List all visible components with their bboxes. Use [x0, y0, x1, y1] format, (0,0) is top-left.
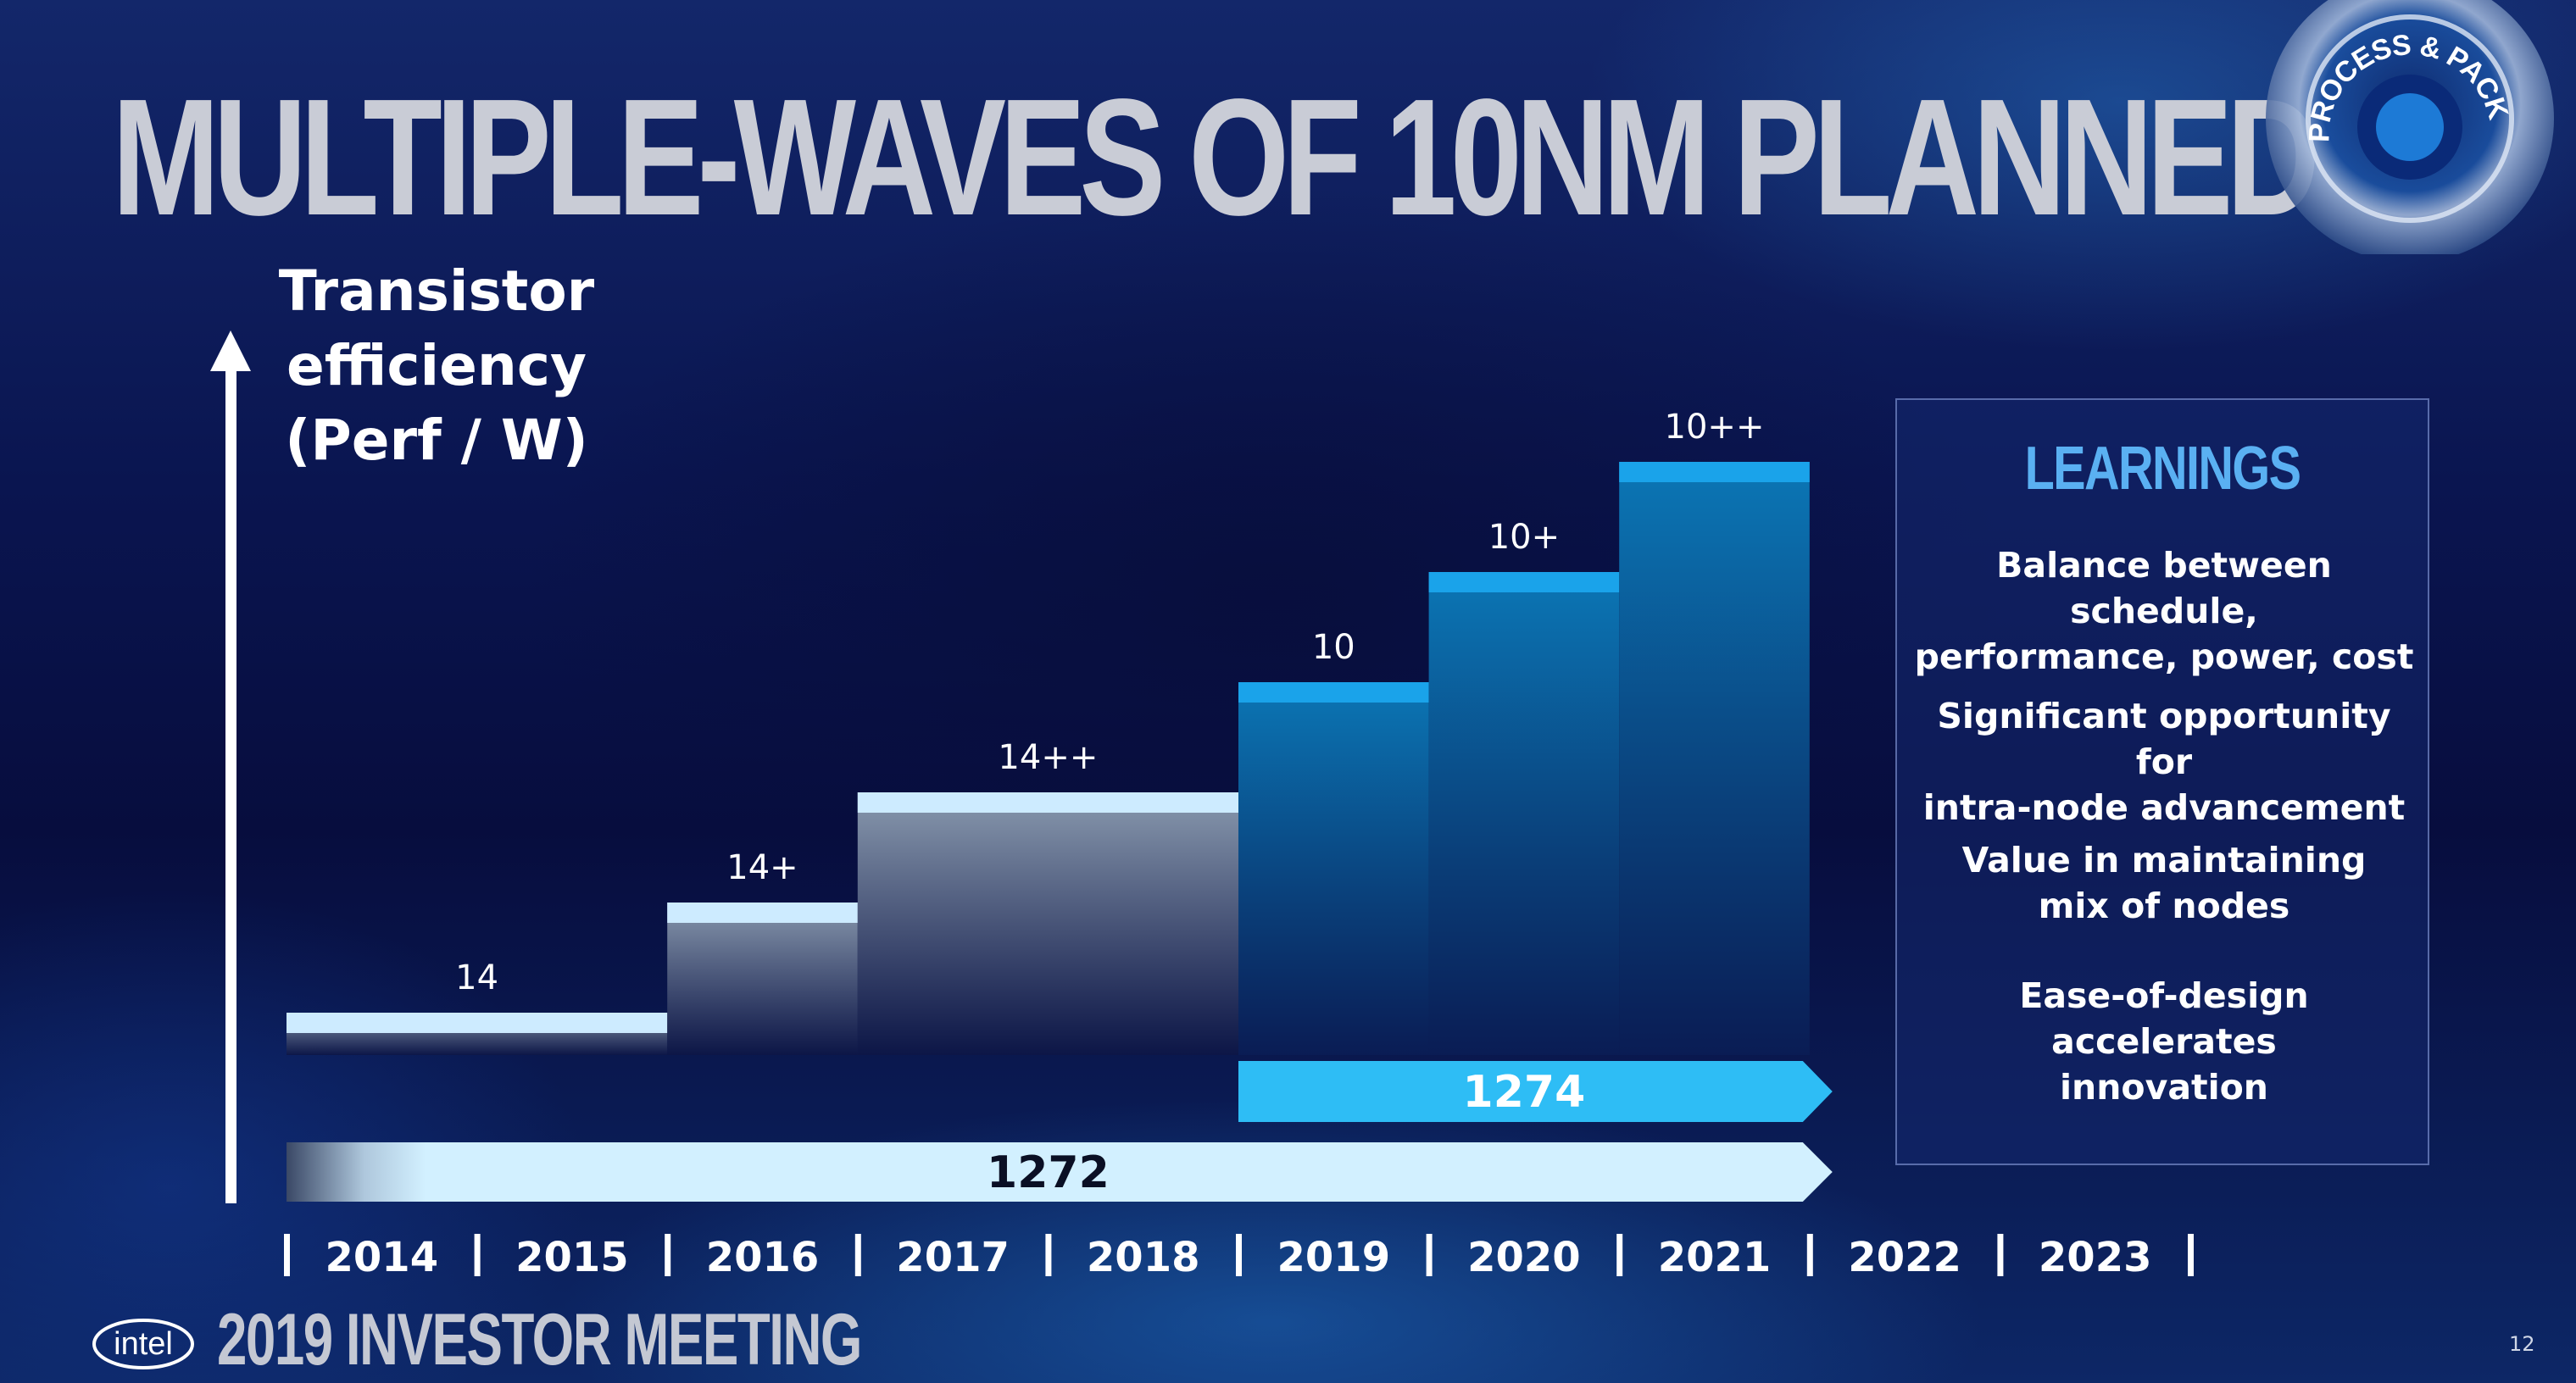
process-arrow-label: 1272 [987, 1147, 1110, 1198]
year-label: 2023 [2039, 1234, 2152, 1281]
year-tick [284, 1234, 290, 1276]
process-arrow [1238, 1061, 1833, 1122]
node-label: 14+ [726, 848, 798, 887]
learning-item-line: mix of nodes [2038, 886, 2290, 926]
year-axis: 2014 2015 2016 2017 2018 2019 2020 2021 2022 2023 [284, 1234, 2194, 1281]
year-tick [474, 1234, 481, 1276]
learning-item-line: Ease-of-design accelerates [2019, 975, 2309, 1062]
learning-item-line: Value in maintaining [1961, 840, 2367, 880]
year-tick [1426, 1234, 1433, 1276]
node-bar [667, 903, 858, 1055]
node-bar-cap [1619, 462, 1810, 482]
learning-item-line: intra-node advancement [1922, 787, 2406, 828]
event-name: 2019 INVESTOR MEETING [217, 1299, 862, 1380]
year-tick [854, 1234, 861, 1276]
intel-logo: intel [92, 1319, 194, 1369]
learnings-panel: LEARNINGS Balance between schedule, perf… [1895, 398, 2429, 1165]
node-label: 14++ [998, 738, 1098, 777]
process-arrow [287, 1142, 1833, 1202]
page-number: 12 [2509, 1332, 2535, 1356]
y-axis-arrow [210, 330, 251, 1203]
year-tick [1045, 1234, 1052, 1276]
node-bar [857, 792, 1238, 1055]
y-axis-label-line2: (Perf / W) [285, 408, 588, 473]
year-label: 2019 [1277, 1234, 1391, 1281]
node-bar [1238, 682, 1429, 1055]
node-label: 10 [1312, 628, 1355, 667]
node-bar [1619, 462, 1810, 1055]
slide-title: MULTIPLE-WAVES OF 10NM PLANNED [112, 64, 2320, 250]
year-label: 2018 [1087, 1234, 1200, 1281]
node-bar [1428, 572, 1620, 1055]
node-label: 14 [455, 958, 498, 997]
node-bar-cap [667, 903, 858, 923]
node-label: 10++ [1665, 408, 1765, 447]
learning-item: Value in maintaining mix of nodes [1906, 837, 2423, 929]
year-tick [1616, 1234, 1623, 1276]
year-label: 2015 [515, 1234, 629, 1281]
learning-item-line: Significant opportunity for [1937, 696, 2391, 782]
intel-logo-text: intel [114, 1326, 173, 1362]
year-label: 2017 [896, 1234, 1010, 1281]
learning-item-line: innovation [2060, 1067, 2268, 1108]
node-bar-cap [1238, 682, 1429, 703]
node-bar-cap [287, 1013, 668, 1033]
year-tick [1806, 1234, 1813, 1276]
year-label: 2022 [1848, 1234, 1961, 1281]
process-packaging-badge: PROCESS & PACKAGING [2236, 0, 2554, 254]
learning-item: Significant opportunity for intra-node a… [1906, 693, 2423, 830]
learning-item: Balance between schedule, performance, p… [1906, 542, 2423, 680]
y-axis-label: Transistor efficiency (Perf / W) [123, 254, 750, 478]
learning-item-line: performance, power, cost [1914, 636, 2414, 677]
node-bar-cap [857, 792, 1238, 813]
year-label: 2014 [325, 1234, 439, 1281]
year-tick [1997, 1234, 2004, 1276]
learnings-title: LEARNINGS [2024, 435, 2301, 503]
node-bar-cap [1428, 572, 1620, 592]
learning-item: Ease-of-design accelerates innovation [1906, 973, 2423, 1110]
node-label: 10+ [1488, 518, 1560, 557]
process-arrow-label: 1274 [1463, 1067, 1586, 1118]
y-axis-label-line1: Transistor efficiency [278, 258, 595, 398]
year-label: 2021 [1658, 1234, 1772, 1281]
year-tick [1236, 1234, 1242, 1276]
learning-item-line: Balance between schedule, [1996, 545, 2332, 631]
year-label: 2020 [1467, 1234, 1581, 1281]
year-tick [2188, 1234, 2194, 1276]
year-tick [665, 1234, 671, 1276]
year-label: 2016 [706, 1234, 820, 1281]
